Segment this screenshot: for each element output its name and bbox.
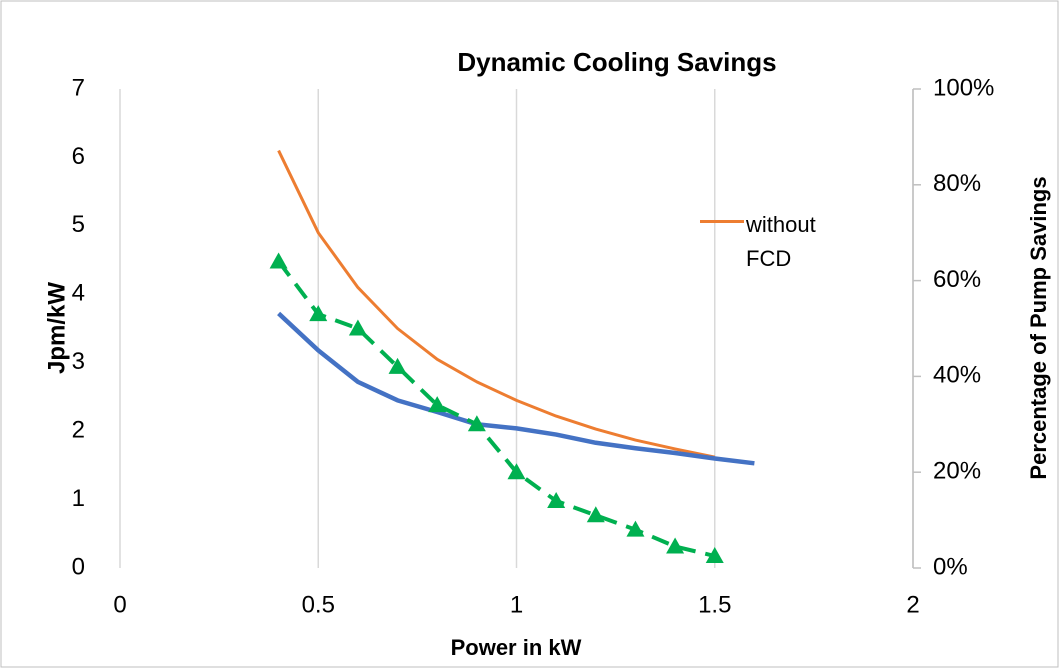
x-tick-label: 2 <box>906 591 919 618</box>
y2-tick-label: 40% <box>933 362 981 389</box>
marker <box>467 415 486 432</box>
marker <box>428 396 447 413</box>
marker <box>269 252 288 269</box>
y-tick-label: 3 <box>72 348 85 375</box>
marker <box>348 319 367 336</box>
marker <box>547 491 566 508</box>
y-tick-label: 4 <box>72 280 85 307</box>
marker <box>705 547 724 564</box>
y-tick-label: 5 <box>72 211 85 238</box>
series-line <box>277 311 755 466</box>
x-tick-label: 0 <box>113 591 126 618</box>
legend-swatch <box>700 220 744 223</box>
y-tick-label: 7 <box>72 74 85 101</box>
legend: without FCD <box>700 208 838 276</box>
marker <box>309 305 328 322</box>
y2-tick-label: 60% <box>933 266 981 293</box>
marker <box>507 463 526 480</box>
marker <box>666 537 685 554</box>
legend-label: without FCD <box>746 212 816 271</box>
y2-tick-label: 0% <box>933 553 968 580</box>
y2-tick-label: 80% <box>933 170 981 197</box>
marker <box>586 506 605 523</box>
y-tick-label: 0 <box>72 553 85 580</box>
y2-tick-label: 20% <box>933 458 981 485</box>
x-axis-title: Power in kW <box>451 635 582 660</box>
y2-tick-label: 100% <box>933 74 994 101</box>
y2-axis-title: Percentage of Pump Savings <box>1026 176 1051 479</box>
chart-title: Dynamic Cooling Savings <box>457 47 776 77</box>
marker <box>626 520 645 537</box>
series-line <box>277 149 716 459</box>
marker <box>388 357 407 374</box>
x-tick-label: 0.5 <box>302 591 335 618</box>
y-tick-label: 2 <box>72 416 85 443</box>
y-tick-label: 6 <box>72 143 85 170</box>
y-axis-title: Jpm/kW <box>43 282 70 374</box>
y-tick-label: 1 <box>72 485 85 512</box>
x-tick-label: 1 <box>510 591 523 618</box>
x-tick-label: 1.5 <box>698 591 731 618</box>
